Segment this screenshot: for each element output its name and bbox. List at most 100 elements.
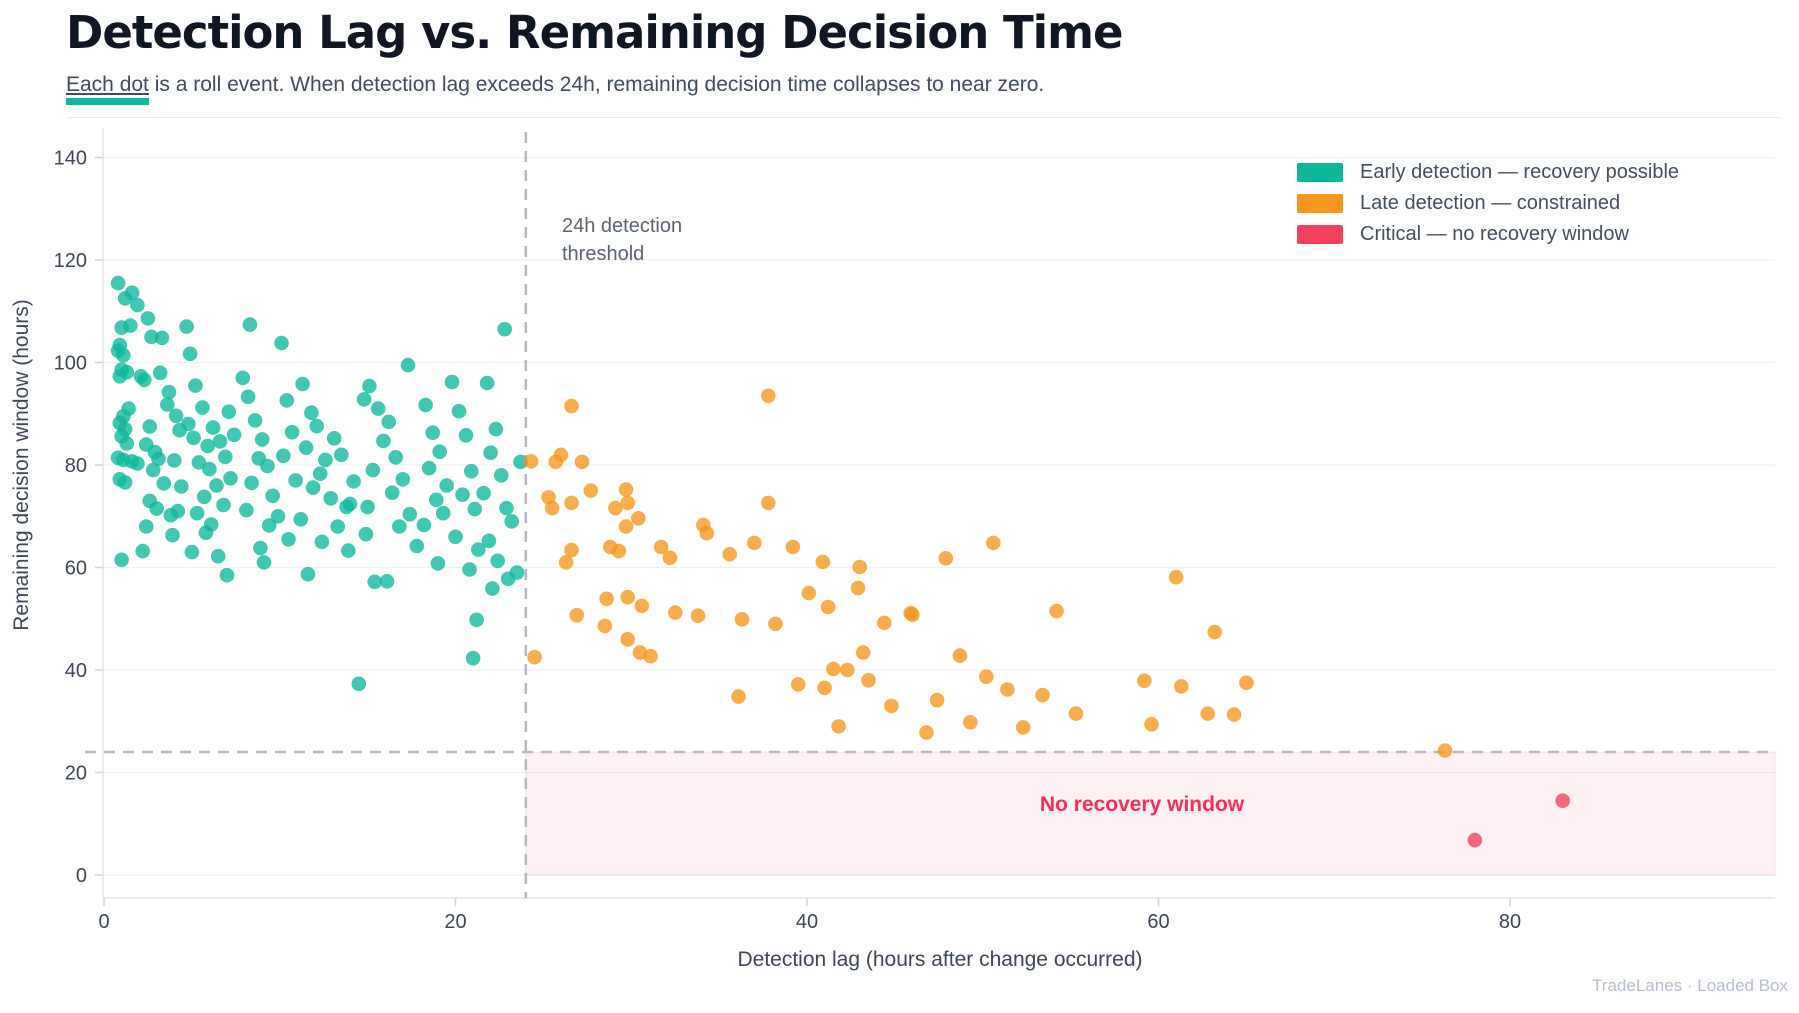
scatter-point-series-1 (662, 550, 678, 566)
scatter-point-series-0 (116, 348, 131, 363)
scatter-point-series-1 (1437, 743, 1453, 758)
scatter-point-series-1 (877, 615, 892, 631)
scatter-point-series-0 (140, 311, 156, 326)
scatter-point-series-0 (219, 567, 235, 583)
scatter-point-series-0 (312, 466, 328, 482)
scatter-point-series-1 (761, 495, 776, 511)
scatter-point-series-1 (817, 680, 832, 696)
chart-title: Detection Lag vs. Remaining Decision Tim… (66, 6, 1123, 59)
legend-item-1: Late detection — constrained (1297, 188, 1679, 219)
scatter-point-series-1 (790, 677, 806, 692)
scatter-point-series-0 (469, 612, 484, 628)
scatter-point-series-0 (485, 581, 500, 596)
y-tick-label: 80 (65, 455, 87, 477)
scatter-point-series-1 (1035, 687, 1050, 703)
scatter-point-series-1 (611, 543, 627, 559)
scatter-point-series-0 (467, 501, 483, 517)
scatter-point-series-0 (298, 440, 314, 455)
scatter-point-series-0 (493, 468, 509, 483)
legend-swatch-1 (1297, 194, 1343, 213)
scatter-point-series-0 (145, 462, 161, 478)
scatter-point-series-0 (388, 450, 404, 465)
scatter-point-series-0 (365, 462, 381, 478)
scatter-point-series-0 (135, 543, 150, 559)
scatter-point-series-1 (574, 454, 590, 470)
scatter-point-series-0 (254, 432, 270, 447)
scatter-point-series-0 (274, 335, 289, 351)
scatter-point-series-0 (428, 492, 444, 508)
scatter-point-series-1 (852, 559, 867, 575)
scatter-point-series-0 (182, 346, 198, 362)
scatter-point-series-0 (458, 428, 474, 443)
scatter-point-series-0 (444, 374, 460, 390)
scatter-point-series-0 (416, 517, 432, 533)
scatter-point-series-0 (191, 455, 207, 470)
scatter-point-series-0 (260, 458, 275, 474)
scatter-point-series-0 (247, 413, 263, 428)
scatter-point-series-1 (850, 580, 866, 596)
scatter-point-series-1 (553, 447, 569, 463)
scatter-point-series-0 (513, 454, 528, 470)
scatter-point-series-0 (265, 488, 281, 504)
scatter-point-series-1 (768, 616, 783, 632)
scatter-point-series-1 (919, 725, 934, 740)
scatter-point-series-0 (392, 519, 407, 534)
y-tick-label: 120 (54, 250, 87, 272)
scatter-point-series-0 (168, 408, 184, 424)
scatter-point-series-0 (488, 421, 504, 437)
scatter-point-series-0 (218, 449, 233, 465)
scatter-point-series-0 (181, 416, 196, 432)
scatter-point-series-1 (979, 669, 994, 684)
scatter-point-series-0 (309, 418, 325, 434)
scatter-point-series-0 (110, 275, 126, 291)
header-divider (66, 117, 1782, 118)
scatter-point-series-1 (952, 648, 968, 663)
scatter-point-series-0 (430, 556, 446, 571)
scatter-point-series-1 (861, 673, 876, 688)
scatter-point-series-0 (270, 509, 286, 524)
scatter-point-series-1 (618, 519, 634, 534)
scatter-point-series-0 (421, 460, 437, 476)
scatter-point-series-1 (643, 648, 658, 664)
x-tick-label: 20 (444, 911, 466, 933)
scatter-point-series-0 (202, 461, 217, 477)
scatter-point-series-1 (929, 692, 945, 708)
scatter-point-series-1 (820, 599, 836, 615)
scatter-point-series-0 (314, 534, 330, 550)
no-recovery-label: No recovery window (1039, 793, 1245, 816)
scatter-point-series-1 (608, 500, 623, 516)
scatter-point-series-0 (432, 444, 448, 460)
y-tick-label: 0 (76, 865, 87, 887)
scatter-point-series-1 (599, 591, 614, 607)
scatter-point-series-1 (544, 500, 560, 516)
legend: Early detection — recovery possible Late … (1297, 157, 1679, 250)
y-axis-title: Remaining decision window (hours) (10, 299, 33, 631)
scatter-point-series-0 (144, 329, 159, 345)
no-recovery-region (525, 751, 1776, 876)
scatter-point-series-0 (451, 403, 467, 419)
scatter-point-series-0 (130, 297, 145, 313)
scatter-point-series-0 (462, 562, 477, 577)
threshold-annotation-line1: 24h detection (562, 215, 683, 237)
scatter-point-series-0 (300, 566, 316, 582)
scatter-point-series-1 (1068, 706, 1084, 721)
scatter-point-series-0 (188, 378, 203, 393)
scatter-point-series-2 (1467, 832, 1483, 848)
scatter-point-series-0 (358, 526, 374, 542)
scatter-point-series-1 (1015, 720, 1031, 735)
scatter-point-series-0 (186, 430, 201, 446)
y-tick-label: 100 (54, 353, 87, 375)
watermark: TradeLanes · Loaded Box (1592, 976, 1788, 995)
scatter-point-series-1 (523, 454, 539, 469)
scatter-point-series-0 (167, 453, 182, 468)
scatter-point-series-0 (367, 574, 383, 590)
y-tick-label: 140 (54, 148, 87, 170)
scatter-point-series-1 (747, 535, 762, 551)
x-tick-label: 80 (1499, 911, 1521, 933)
scatter-point-series-0 (293, 512, 309, 527)
scatter-point-series-0 (476, 485, 491, 501)
scatter-point-series-1 (1000, 682, 1015, 697)
scatter-point-series-0 (170, 503, 186, 519)
scatter-point-series-0 (209, 478, 224, 493)
